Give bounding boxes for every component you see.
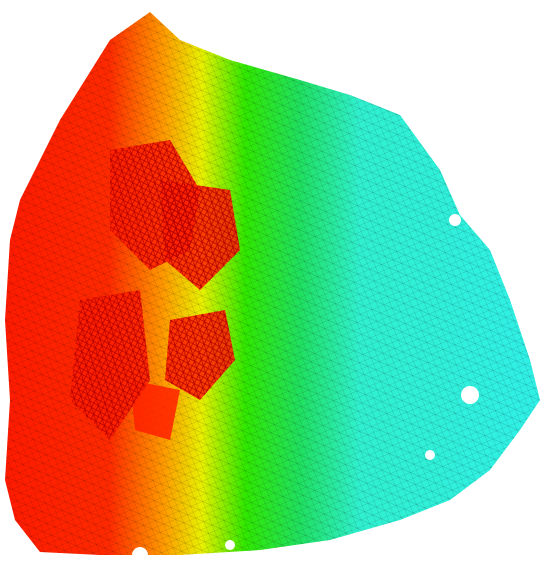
page: [0, 0, 545, 561]
mesh-surface: [0, 0, 545, 561]
mesh-image: [0, 0, 545, 561]
